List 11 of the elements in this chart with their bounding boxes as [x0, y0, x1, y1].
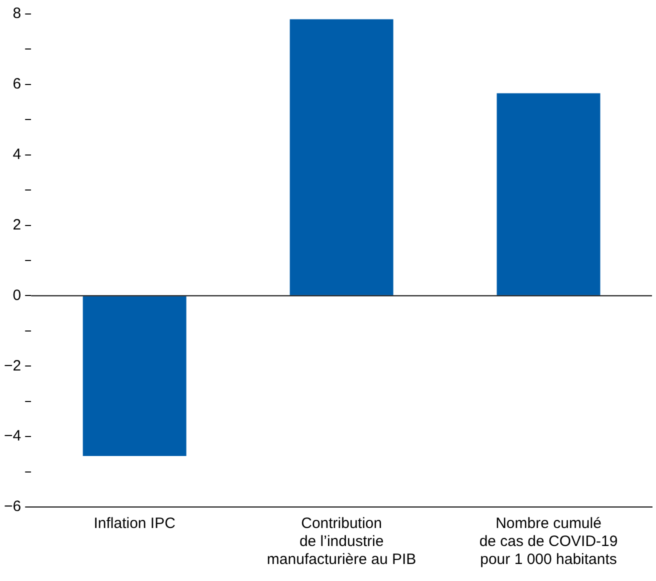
y-tick-label: 8 — [12, 5, 22, 22]
y-tick-label: −2 — [4, 357, 22, 374]
y-tick-label: 0 — [12, 286, 22, 304]
y-tick-label: −6 — [4, 498, 22, 516]
x-tick-label: Nombre cumulé de cas de COVID-19 pour 1 000 habitants — [479, 515, 618, 568]
y-tick-label: −4 — [4, 428, 22, 445]
x-tick-label: Inflation IPC — [94, 515, 176, 532]
y-tick-label: 4 — [12, 146, 22, 163]
y-tick-label: 2 — [12, 216, 22, 234]
y-tick-label: 6 — [12, 76, 22, 93]
x-tick-label: Contribution de l’industrie manufacturière au PIB — [266, 515, 416, 568]
